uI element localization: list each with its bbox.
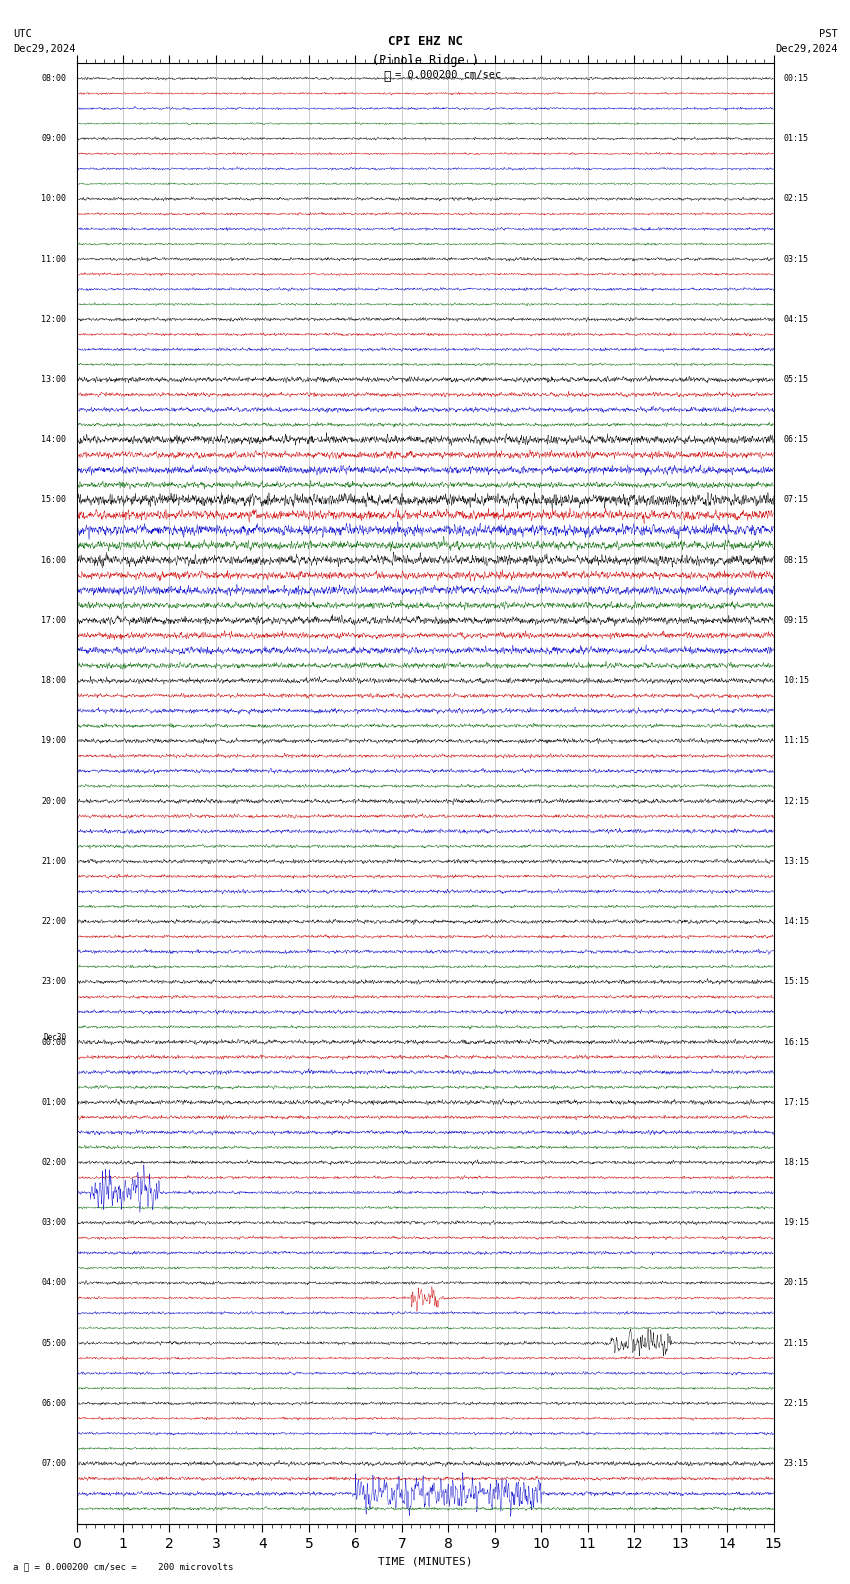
Text: 00:00: 00:00	[42, 1038, 66, 1047]
Text: 04:00: 04:00	[42, 1278, 66, 1288]
Text: 10:15: 10:15	[784, 676, 808, 686]
Text: 02:00: 02:00	[42, 1158, 66, 1167]
Text: 15:15: 15:15	[784, 977, 808, 987]
Text: 04:15: 04:15	[784, 315, 808, 323]
Text: 23:00: 23:00	[42, 977, 66, 987]
Text: 12:00: 12:00	[42, 315, 66, 323]
Text: 09:15: 09:15	[784, 616, 808, 626]
Text: 14:15: 14:15	[784, 917, 808, 927]
Text: 07:00: 07:00	[42, 1459, 66, 1468]
Text: 22:15: 22:15	[784, 1399, 808, 1408]
Text: 20:15: 20:15	[784, 1278, 808, 1288]
Text: Dec29,2024: Dec29,2024	[13, 44, 76, 54]
Text: 16:00: 16:00	[42, 556, 66, 565]
Text: 11:15: 11:15	[784, 737, 808, 746]
Text: 03:00: 03:00	[42, 1218, 66, 1228]
Text: 13:00: 13:00	[42, 375, 66, 383]
Text: 19:00: 19:00	[42, 737, 66, 746]
Text: 03:15: 03:15	[784, 255, 808, 263]
Text: = 0.000200 cm/sec: = 0.000200 cm/sec	[395, 70, 501, 79]
Text: 02:15: 02:15	[784, 195, 808, 203]
Text: 19:15: 19:15	[784, 1218, 808, 1228]
Text: 10:00: 10:00	[42, 195, 66, 203]
Text: 20:00: 20:00	[42, 797, 66, 806]
Text: 16:15: 16:15	[784, 1038, 808, 1047]
Text: 17:00: 17:00	[42, 616, 66, 626]
Text: 08:00: 08:00	[42, 74, 66, 82]
Text: 11:00: 11:00	[42, 255, 66, 263]
Text: 18:15: 18:15	[784, 1158, 808, 1167]
Text: (Pinole Ridge ): (Pinole Ridge )	[371, 54, 479, 67]
Text: 18:00: 18:00	[42, 676, 66, 686]
Text: 06:00: 06:00	[42, 1399, 66, 1408]
Text: 01:15: 01:15	[784, 135, 808, 143]
Text: 22:00: 22:00	[42, 917, 66, 927]
Text: 09:00: 09:00	[42, 135, 66, 143]
Text: 06:15: 06:15	[784, 436, 808, 444]
Text: 05:00: 05:00	[42, 1338, 66, 1348]
Text: Dec30: Dec30	[43, 1033, 66, 1042]
Text: Dec29,2024: Dec29,2024	[774, 44, 837, 54]
Text: 14:00: 14:00	[42, 436, 66, 444]
Text: 21:00: 21:00	[42, 857, 66, 866]
Text: 00:15: 00:15	[784, 74, 808, 82]
Text: 12:15: 12:15	[784, 797, 808, 806]
Text: 07:15: 07:15	[784, 496, 808, 504]
Text: UTC: UTC	[13, 29, 31, 38]
Text: a ⎸ = 0.000200 cm/sec =    200 microvolts: a ⎸ = 0.000200 cm/sec = 200 microvolts	[13, 1562, 233, 1571]
Text: 13:15: 13:15	[784, 857, 808, 866]
Text: PST: PST	[819, 29, 837, 38]
Text: 08:15: 08:15	[784, 556, 808, 565]
Text: 15:00: 15:00	[42, 496, 66, 504]
Text: ⎸: ⎸	[383, 70, 390, 82]
Text: 01:00: 01:00	[42, 1098, 66, 1107]
Text: 23:15: 23:15	[784, 1459, 808, 1468]
X-axis label: TIME (MINUTES): TIME (MINUTES)	[377, 1557, 473, 1567]
Text: 21:15: 21:15	[784, 1338, 808, 1348]
Text: 17:15: 17:15	[784, 1098, 808, 1107]
Text: CPI EHZ NC: CPI EHZ NC	[388, 35, 462, 48]
Text: 05:15: 05:15	[784, 375, 808, 383]
